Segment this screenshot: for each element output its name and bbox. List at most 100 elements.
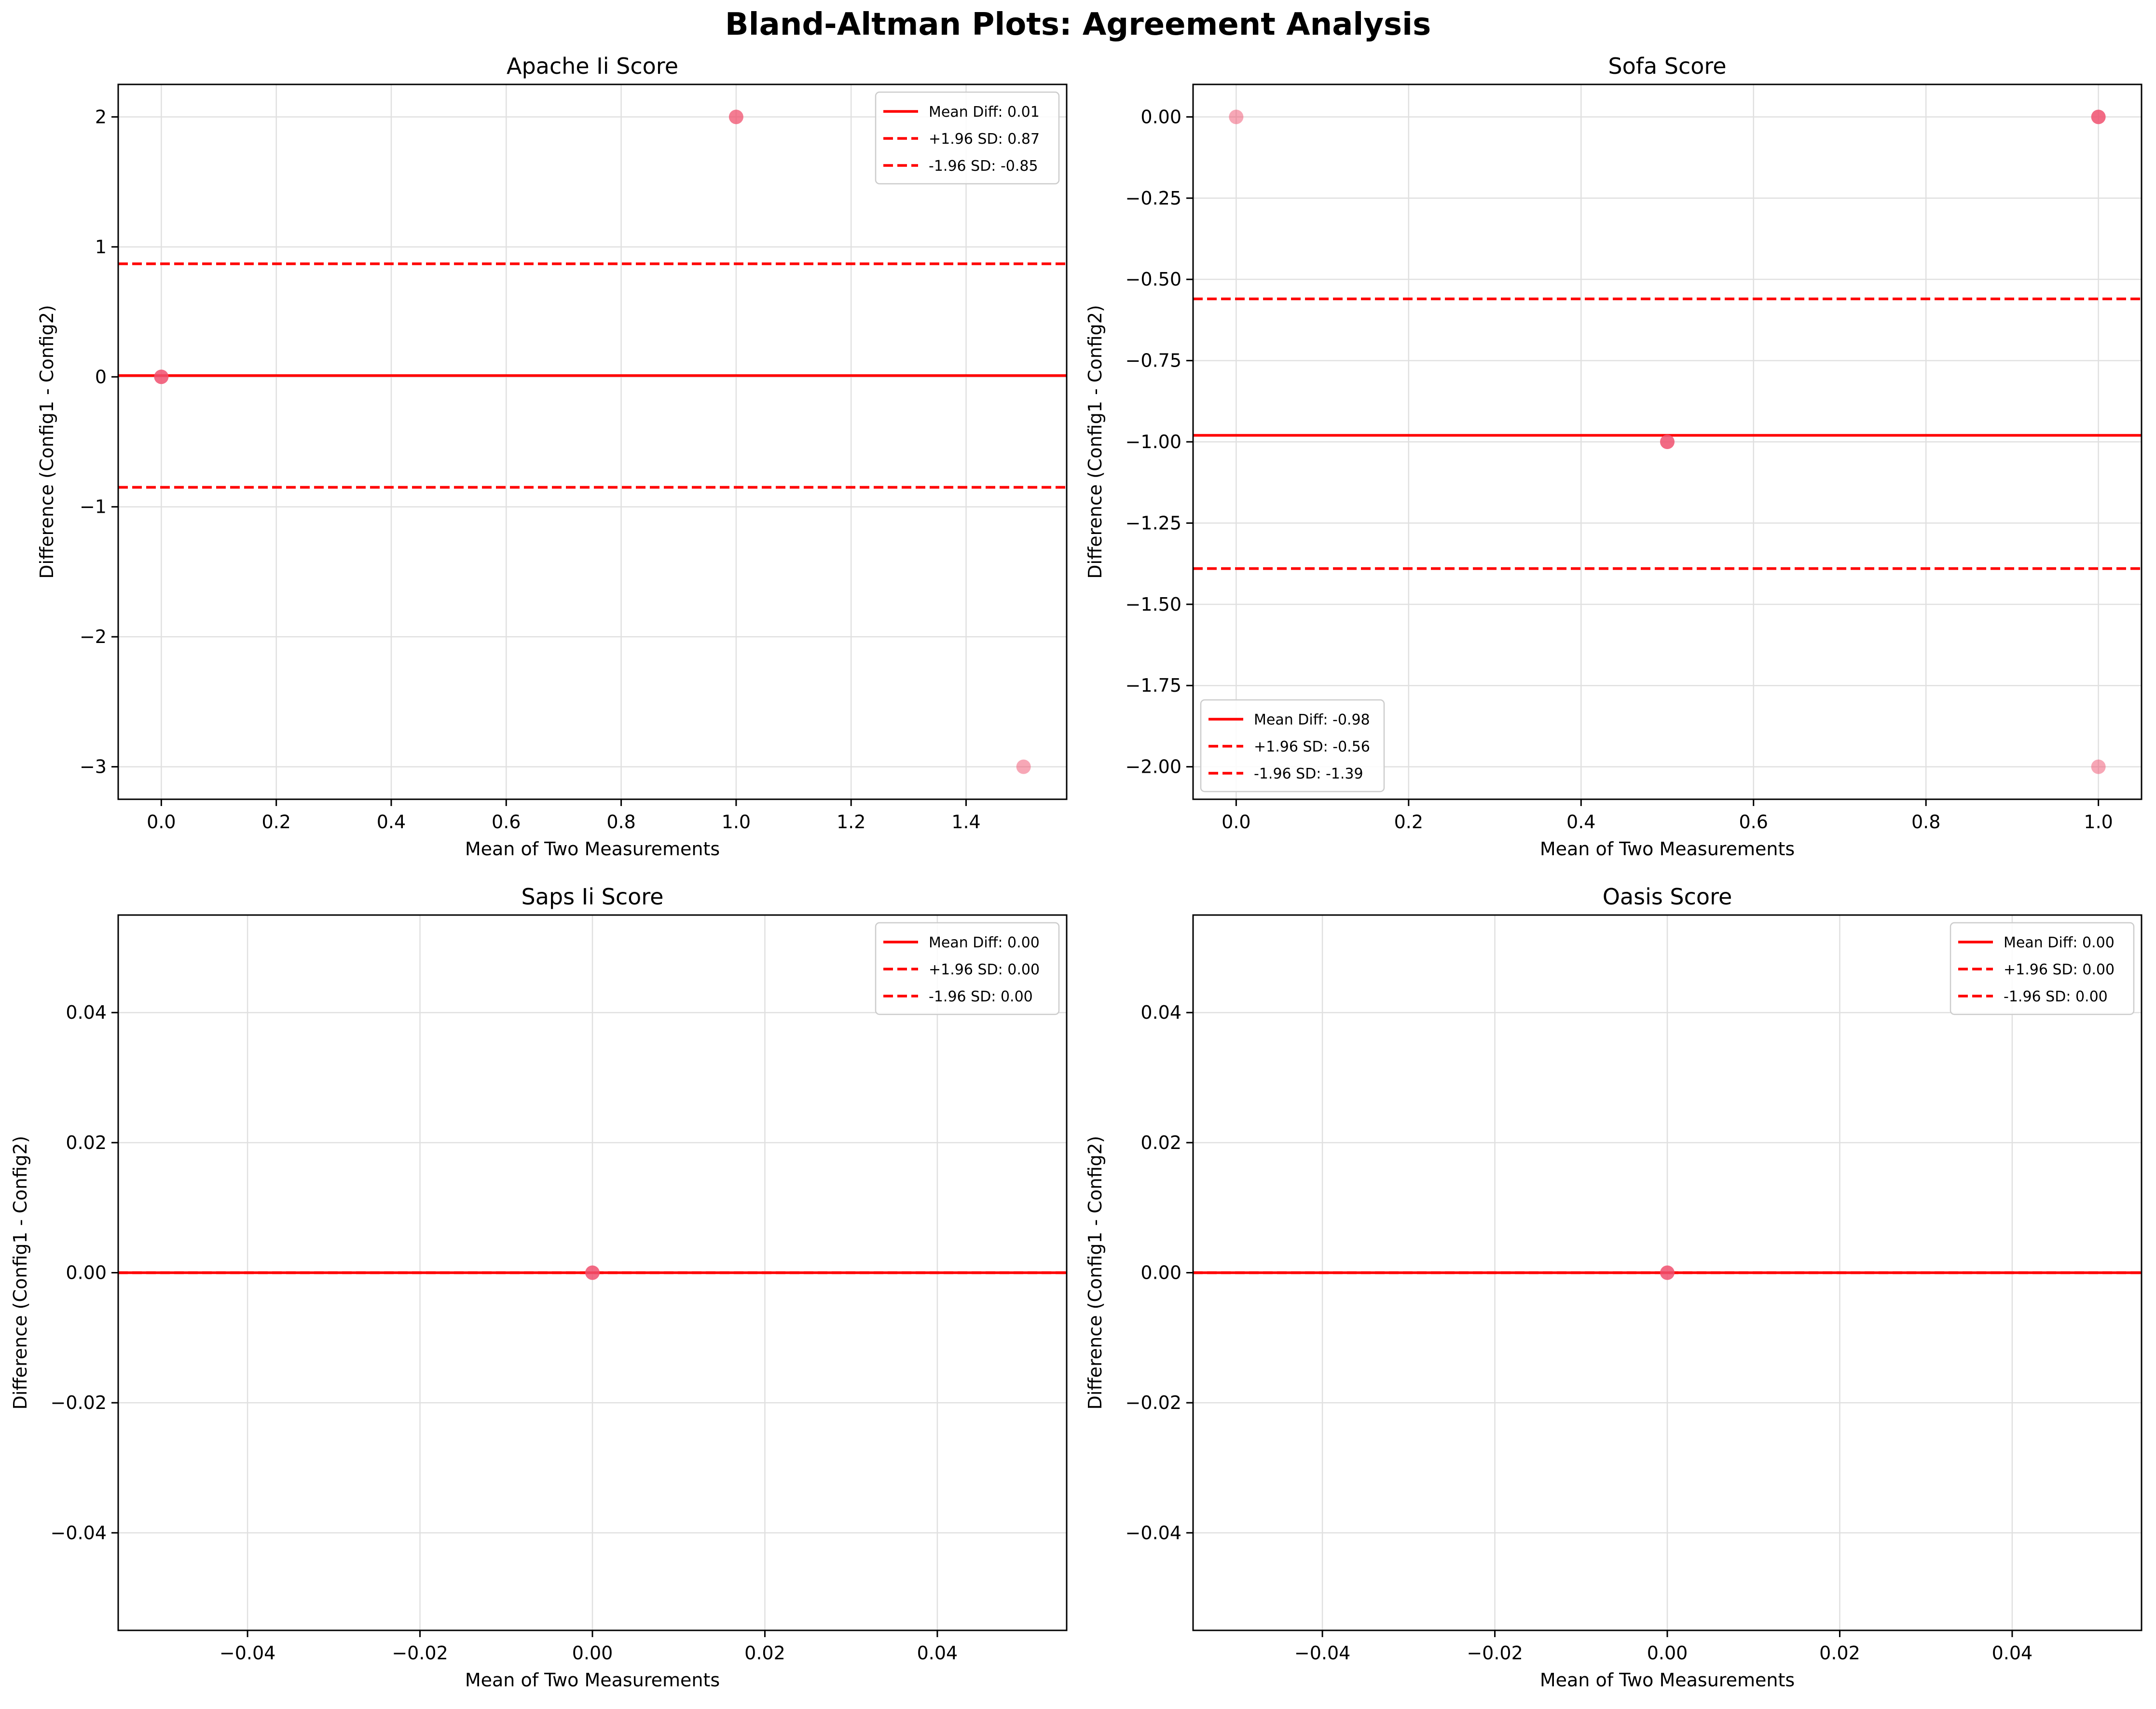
plot-area: [118, 1265, 1067, 1280]
legend: Mean Diff: 0.00 +1.96 SD: 0.00 -1.96 SD: 0…: [1950, 922, 2135, 1015]
subplot-title: Apache Ii Score: [507, 53, 678, 79]
panel-2: 0.0 0.2 0.4 0.6 0.8 1.0 0.00 −0.25 −0.50 −0.75 −1.…: [1085, 53, 2142, 860]
legend-label: -1.96 SD: -1.39: [1254, 766, 1363, 782]
y-tick-label: −0.25: [1126, 188, 1181, 209]
legend-label: Mean Diff: 0.01: [929, 104, 1040, 121]
x-tick-label: 0.4: [377, 811, 406, 833]
x-tick-label: 0.04: [1992, 1642, 2033, 1664]
panel-4: −0.04 −0.02 0.00 0.02 0.04 −0.04 −0.02 0.00 0.02…: [1085, 884, 2142, 1691]
legend-label: Mean Diff: 0.00: [929, 934, 1040, 951]
y-tick-label: 0.00: [1140, 106, 1181, 127]
data-point: [1660, 435, 1675, 449]
x-tick-label: 0.02: [1819, 1642, 1860, 1664]
y-tick-label: −0.04: [1126, 1522, 1181, 1544]
x-tick-label: 0.8: [606, 811, 635, 833]
x-axis-label: Mean of Two Measurements: [1540, 1669, 1795, 1691]
y-axis-label: Difference (Config1 - Config2): [36, 305, 57, 579]
legend-label: -1.96 SD: 0.00: [2004, 988, 2108, 1005]
y-tick-label: 0: [95, 366, 107, 387]
y-tick-label: 0.00: [1140, 1262, 1181, 1284]
y-tick-label: −3: [80, 756, 107, 778]
y-tick-label: 0.04: [66, 1002, 107, 1023]
legend-box: [1950, 922, 2135, 1015]
legend: Mean Diff: 0.00 +1.96 SD: 0.00 -1.96 SD: 0…: [875, 922, 1060, 1015]
x-tick-label: 1.0: [2084, 811, 2113, 833]
legend-label: +1.96 SD: 0.00: [2004, 961, 2115, 978]
y-tick-label: 1: [95, 236, 107, 258]
y-axis-label: Difference (Config1 - Config2): [10, 1136, 31, 1410]
y-tick-label: −1: [80, 496, 107, 518]
x-tick-label: 0.2: [261, 811, 290, 833]
x-tick-label: 0.6: [1739, 811, 1768, 833]
x-axis-label: Mean of Two Measurements: [465, 838, 720, 860]
y-tick-label: −1.50: [1126, 594, 1181, 615]
legend-box: [875, 922, 1060, 1015]
plot-area: [118, 109, 1067, 774]
legend-label: Mean Diff: -0.98: [1254, 711, 1370, 728]
x-tick-label: 0.0: [1222, 811, 1250, 833]
subplot-title: Oasis Score: [1603, 884, 1732, 910]
legend-label: -1.96 SD: 0.00: [929, 988, 1033, 1005]
subplot-title: Sofa Score: [1608, 53, 1726, 79]
y-tick-label: 0.02: [66, 1132, 107, 1153]
y-tick-label: 2: [95, 106, 107, 127]
data-point: [2091, 109, 2106, 124]
x-tick-label: −0.04: [1294, 1642, 1350, 1664]
x-axis-label: Mean of Two Measurements: [465, 1669, 720, 1691]
legend-label: Mean Diff: 0.00: [2004, 934, 2115, 951]
y-tick-label: 0.02: [1140, 1132, 1181, 1153]
x-tick-label: 1.0: [722, 811, 751, 833]
legend-label: -1.96 SD: -0.85: [929, 158, 1038, 175]
data-point: [154, 369, 169, 384]
panel-1: 0.0 0.2 0.4 0.6 0.8 1.0 1.2 1.4 −3 −2 −1 0 1 2 Apache …: [36, 53, 1068, 860]
y-tick-label: −1.25: [1126, 512, 1181, 533]
x-tick-label: 0.0: [147, 811, 176, 833]
y-axis-label: Difference (Config1 - Config2): [1085, 305, 1106, 579]
data-point: [728, 109, 743, 124]
plot-area: [1193, 109, 2142, 774]
data-point: [2091, 759, 2106, 774]
y-tick-label: 0.00: [66, 1262, 107, 1284]
y-tick-label: −1.75: [1126, 675, 1181, 696]
y-tick-label: −0.50: [1126, 269, 1181, 290]
legend: Mean Diff: 0.01 +1.96 SD: 0.87 -1.96 SD: -…: [875, 91, 1060, 185]
data-point: [585, 1265, 600, 1280]
y-tick-label: −0.02: [51, 1392, 107, 1413]
x-axis-label: Mean of Two Measurements: [1540, 838, 1795, 860]
y-tick-label: −0.02: [1126, 1392, 1181, 1413]
x-tick-label: −0.02: [1467, 1642, 1523, 1664]
x-tick-label: 0.4: [1566, 811, 1595, 833]
y-tick-label: −0.75: [1126, 350, 1181, 371]
legend-label: +1.96 SD: 0.00: [929, 961, 1040, 978]
data-point: [1016, 759, 1031, 774]
legend-label: +1.96 SD: -0.56: [1254, 738, 1370, 755]
y-tick-label: 0.04: [1140, 1002, 1181, 1023]
legend-box: [875, 91, 1060, 185]
y-tick-label: −2: [80, 626, 107, 647]
legend: Mean Diff: -0.98 +1.96 SD: -0.56 -1.96 SD:…: [1200, 699, 1385, 793]
x-tick-label: 0.8: [1911, 811, 1940, 833]
data-point: [1660, 1265, 1675, 1280]
x-tick-label: 0.00: [1647, 1642, 1688, 1664]
panel-3: −0.04 −0.02 0.00 0.02 0.04 −0.04 −0.02 0.00 0.02…: [10, 884, 1068, 1691]
figure-title: Bland-Altman Plots: Agreement Analysis: [725, 7, 1431, 42]
plot-area: [1193, 1265, 2142, 1280]
legend-box: [1200, 699, 1385, 793]
x-tick-label: 0.04: [917, 1642, 958, 1664]
legend-label: +1.96 SD: 0.87: [929, 131, 1040, 148]
y-tick-label: −2.00: [1126, 756, 1181, 778]
x-tick-label: 0.02: [744, 1642, 785, 1664]
axes-frame: [117, 83, 1068, 800]
y-tick-label: −0.04: [51, 1522, 107, 1544]
y-axis-label: Difference (Config1 - Config2): [1085, 1136, 1106, 1410]
x-tick-label: −0.04: [220, 1642, 275, 1664]
data-point: [1229, 109, 1244, 124]
x-tick-label: 1.4: [951, 811, 980, 833]
x-tick-label: 0.2: [1394, 811, 1423, 833]
x-tick-label: −0.02: [392, 1642, 448, 1664]
x-tick-label: 0.6: [492, 811, 521, 833]
subplot-title: Saps Ii Score: [522, 884, 664, 910]
x-tick-label: 1.2: [837, 811, 865, 833]
x-tick-label: 0.00: [572, 1642, 613, 1664]
